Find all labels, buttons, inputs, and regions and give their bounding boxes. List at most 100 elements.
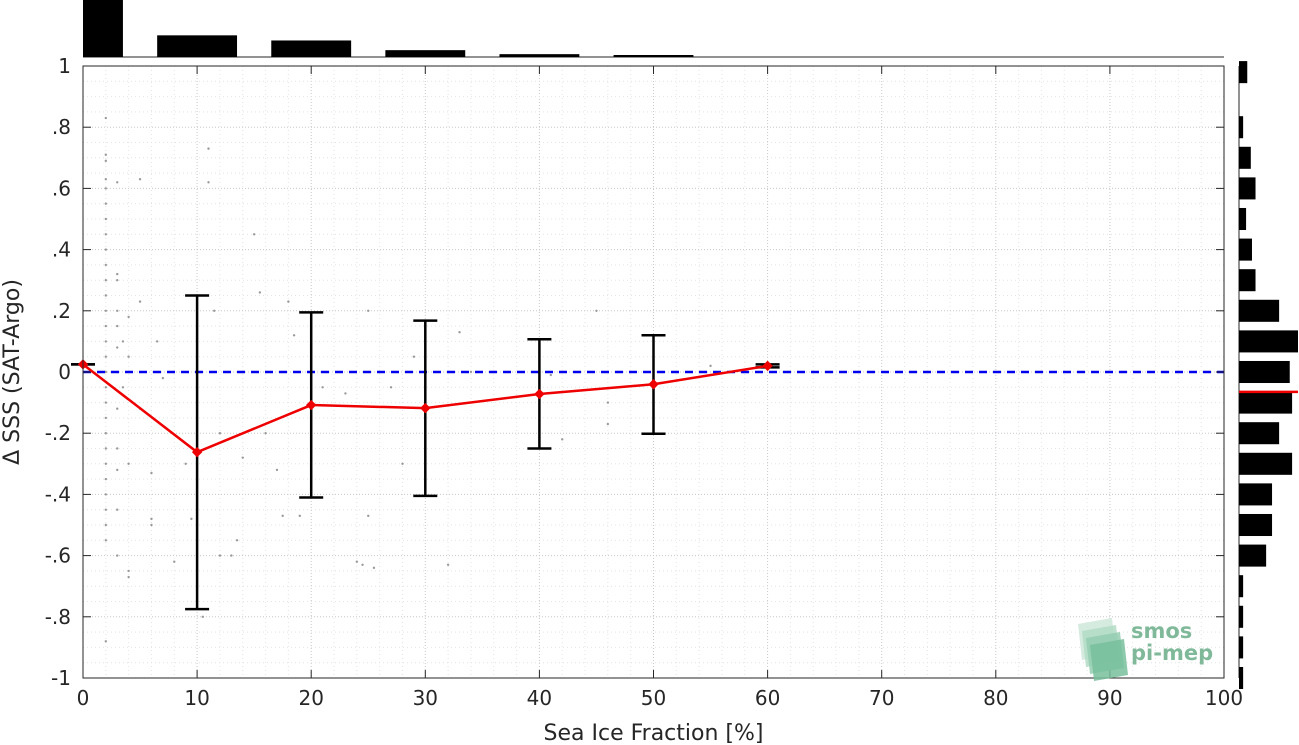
y-tick-label: .2 bbox=[52, 299, 71, 323]
scatter-point bbox=[207, 147, 210, 150]
scatter-point bbox=[104, 263, 108, 267]
right-hist-bar bbox=[1239, 422, 1280, 445]
mean-point bbox=[305, 399, 317, 411]
y-tick-label: -.6 bbox=[45, 544, 71, 568]
scatter-point bbox=[104, 640, 108, 643]
scatter-point bbox=[264, 432, 267, 435]
logo-line2: pi-mep bbox=[1131, 641, 1213, 665]
scatter-point bbox=[213, 309, 216, 312]
scatter-point bbox=[458, 331, 461, 334]
scatter-point bbox=[104, 324, 108, 328]
right-hist-bar bbox=[1239, 61, 1248, 84]
x-tick-label: 0 bbox=[77, 686, 90, 710]
logo-line1: smos bbox=[1131, 619, 1192, 643]
scatter-point bbox=[116, 181, 119, 184]
scatter-point bbox=[104, 116, 108, 120]
scatter-point bbox=[258, 291, 262, 294]
layers-icon bbox=[1078, 618, 1128, 681]
scatter-point bbox=[361, 563, 364, 566]
scatter-point bbox=[606, 422, 610, 426]
scatter-point bbox=[104, 233, 108, 236]
scatter-point bbox=[104, 539, 108, 542]
scatter-point bbox=[116, 508, 119, 511]
scatter-point bbox=[104, 309, 108, 312]
scatter-point bbox=[104, 370, 108, 374]
mean-point bbox=[420, 402, 431, 414]
right-hist-bar bbox=[1239, 360, 1290, 384]
scatter-point bbox=[104, 401, 108, 404]
scatter-point bbox=[127, 355, 130, 358]
scatter-point bbox=[367, 309, 370, 312]
y-tick-label: -.4 bbox=[45, 482, 71, 506]
error-bars bbox=[71, 294, 780, 611]
scatter-point bbox=[104, 355, 108, 358]
scatter-point bbox=[155, 340, 159, 343]
x-tick-label: 100 bbox=[1205, 686, 1243, 710]
scatter-point bbox=[241, 456, 244, 459]
scatter-point bbox=[275, 468, 279, 472]
scatter-point bbox=[190, 517, 193, 521]
scatter-point bbox=[150, 523, 153, 527]
x-tick-label: 60 bbox=[755, 686, 780, 710]
scatter-point bbox=[709, 364, 712, 368]
right-hist-bar bbox=[1239, 207, 1247, 231]
top-hist-bar bbox=[83, 0, 123, 57]
logo-layer bbox=[1090, 639, 1128, 681]
scatter-point bbox=[121, 340, 125, 343]
scatter-point bbox=[606, 401, 610, 404]
y-tick-labels: -1 -.8 -.6 -.4 -.2 0 .2 .4 .6 .8 1 bbox=[45, 54, 71, 690]
scatter-point bbox=[287, 300, 290, 303]
scatter-point bbox=[235, 539, 239, 542]
scatter-point bbox=[104, 432, 108, 435]
mean-point bbox=[191, 446, 203, 458]
scatter-point bbox=[104, 340, 108, 343]
mean-point bbox=[648, 379, 659, 390]
right-hist-bar bbox=[1239, 146, 1251, 169]
x-tick-label: 40 bbox=[527, 686, 552, 710]
scatter-point bbox=[121, 386, 125, 389]
scatter-point bbox=[127, 315, 130, 319]
scatter-point bbox=[116, 324, 119, 328]
smos-pi-mep-logo: smos pi-mep bbox=[1078, 618, 1213, 681]
top-histogram bbox=[83, 0, 1224, 58]
right-hist-bar bbox=[1239, 666, 1244, 690]
scatter-point bbox=[150, 517, 153, 521]
y-tick-label: .6 bbox=[52, 176, 71, 200]
scatter-point bbox=[372, 566, 376, 570]
scatter-point bbox=[104, 217, 108, 221]
x-tick-label: 30 bbox=[413, 686, 438, 710]
right-hist-bar bbox=[1239, 299, 1280, 322]
scatter-point bbox=[104, 508, 108, 511]
y-axis-label: Δ SSS (SAT-Argo) bbox=[0, 279, 25, 465]
scatter-point bbox=[218, 554, 222, 557]
scatter-point bbox=[412, 355, 416, 358]
scatter-point bbox=[104, 447, 108, 450]
y-tick-label: 1 bbox=[58, 54, 71, 78]
top-hist-bar bbox=[157, 35, 238, 57]
scatter-point bbox=[104, 523, 108, 527]
scatter-point bbox=[104, 477, 108, 481]
right-hist-bar bbox=[1239, 116, 1244, 139]
scatter-point bbox=[173, 560, 176, 563]
scatter-point bbox=[367, 514, 370, 518]
scatter-point bbox=[116, 468, 119, 472]
scatter-point bbox=[116, 309, 119, 312]
scatter-point bbox=[344, 392, 347, 395]
right-hist-bar bbox=[1239, 269, 1256, 292]
scatter-point bbox=[104, 178, 108, 181]
scatter-point bbox=[116, 407, 119, 410]
scatter-point bbox=[104, 279, 108, 282]
scatter-point bbox=[116, 554, 119, 557]
right-hist-bar bbox=[1239, 452, 1293, 475]
right-hist-bar bbox=[1239, 238, 1252, 261]
scatter-point bbox=[116, 447, 119, 450]
scatter-point bbox=[446, 563, 450, 566]
scatter-point bbox=[104, 294, 108, 297]
scatter-point bbox=[595, 309, 598, 312]
right-hist-bar bbox=[1239, 605, 1244, 628]
scatter-point bbox=[104, 153, 108, 156]
top-hist-bar bbox=[613, 55, 694, 57]
scatter-point bbox=[116, 272, 119, 276]
right-hist-bar bbox=[1239, 575, 1244, 598]
